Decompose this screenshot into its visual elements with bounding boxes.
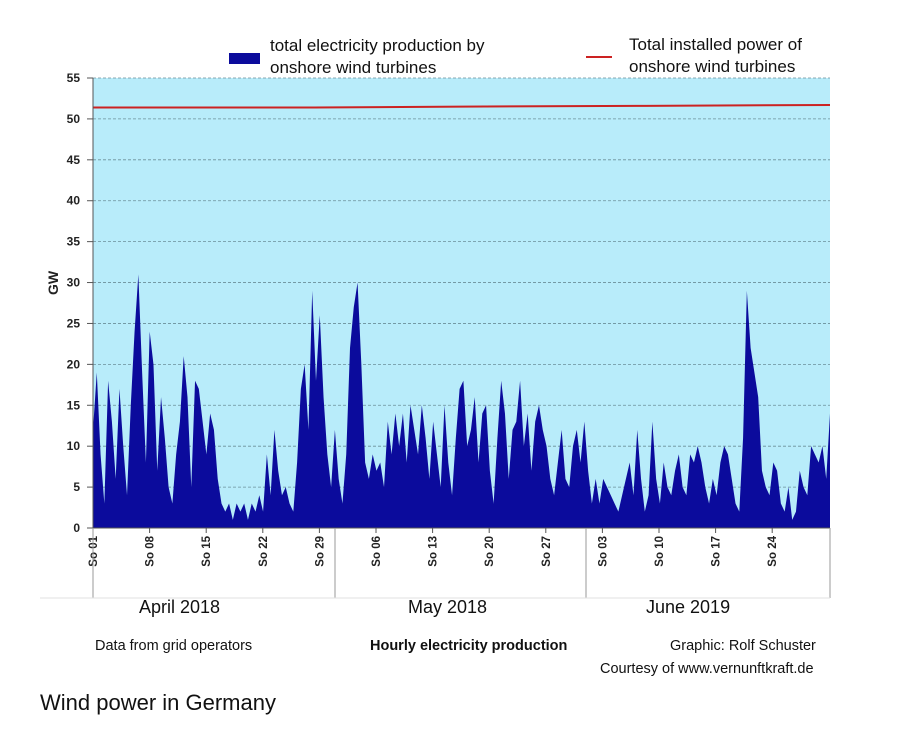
x-tick-label: So 13: [428, 536, 440, 567]
legend-swatch-production: [229, 53, 260, 64]
x-tick-label: So 22: [258, 536, 270, 567]
month-label-april: April 2018: [139, 597, 221, 617]
production-area: [93, 274, 830, 528]
month-label-june: June 2019: [646, 597, 731, 617]
y-tick-label: 45: [67, 153, 81, 167]
y-tick-label: 50: [67, 112, 81, 126]
legend-swatch-installed: [586, 56, 612, 58]
footer-courtesy: Courtesy of www.vernunftkraft.de: [600, 661, 814, 677]
y-tick-label: 15: [67, 398, 81, 412]
x-tick-label: So 15: [201, 535, 213, 566]
y-tick-label: 20: [67, 357, 81, 371]
x-tick-label: So 24: [767, 535, 779, 566]
x-axis-ticks: So 01 So 08 So 15 So 22 So 29 So 06 So 13 So 20…: [88, 528, 779, 567]
x-tick-label: So 06: [371, 536, 383, 567]
y-tick-label: 5: [73, 480, 80, 494]
month-separators: [40, 528, 831, 599]
x-tick-label: So 29: [314, 536, 326, 567]
y-tick-label: 25: [67, 316, 81, 330]
legend-production-line1: total electricity production by: [270, 36, 485, 55]
x-tick-label: So 01: [88, 535, 100, 566]
legend-installed-label: Total installed power of onshore wind tu…: [629, 34, 802, 78]
x-tick-label: So 27: [541, 536, 553, 567]
y-tick-label: 40: [67, 194, 81, 208]
x-tick-label: So 08: [145, 535, 157, 566]
legend-installed-line1: Total installed power of: [629, 35, 802, 54]
footer-center-title: Hourly electricity production: [370, 638, 568, 654]
y-tick-label: 30: [67, 276, 81, 290]
x-tick-label: So 03: [597, 536, 609, 567]
month-label-may: May 2018: [408, 597, 488, 617]
footer-credit: Graphic: Rolf Schuster: [670, 638, 816, 654]
x-tick-label: So 17: [711, 536, 723, 567]
y-tick-label: 0: [73, 521, 80, 535]
y-tick-label: 55: [67, 71, 81, 85]
x-tick-label: So 10: [654, 536, 666, 567]
page-caption: Wind power in Germany: [40, 690, 276, 715]
installed-capacity-line: [93, 104, 831, 109]
y-tick-label: 10: [67, 439, 81, 453]
legend-installed-line2: onshore wind turbines: [629, 57, 796, 76]
y-axis-label: GW: [45, 270, 62, 296]
y-tick-label: 35: [67, 235, 81, 249]
x-tick-label: So 20: [484, 536, 496, 567]
legend-production-label: total electricity production by onshore …: [270, 35, 485, 79]
footer-source: Data from grid operators: [95, 638, 253, 654]
y-axis-ticks: 0 5 10 15 20 25 30 35 40 45 50 55: [67, 71, 93, 535]
legend-production-line2: onshore wind turbines: [270, 58, 437, 77]
